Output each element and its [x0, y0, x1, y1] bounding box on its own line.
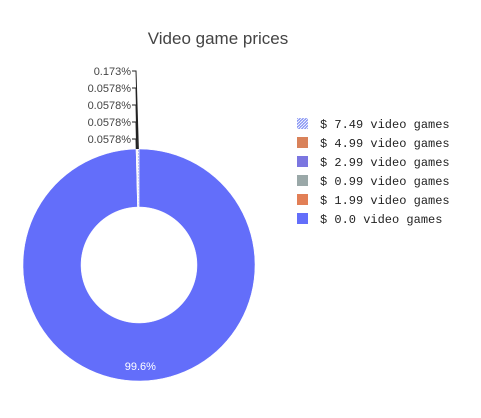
legend-label: $ 0.99 video games [320, 175, 450, 189]
legend-item-2-99-video-games[interactable]: $ 2.99 video games [297, 156, 450, 170]
slice-value-label: 0.173% [94, 66, 132, 78]
slice-value-label: 0.0578% [88, 83, 132, 95]
legend-label: $ 2.99 video games [320, 156, 450, 170]
legend-label: $ 0.0 video games [320, 213, 442, 227]
slice-value-label: 99.6% [125, 361, 156, 373]
legend-swatch [297, 137, 308, 148]
legend-swatch [297, 175, 308, 186]
legend-item-4-99-video-games[interactable]: $ 4.99 video games [297, 137, 450, 151]
chart-title: Video game prices [148, 29, 289, 48]
legend-label: $ 7.49 video games [320, 118, 450, 132]
legend-item-0-0-video-games[interactable]: $ 0.0 video games [297, 213, 442, 227]
legend-label: $ 1.99 video games [320, 194, 450, 208]
leader-line [132, 138, 137, 150]
legend-swatch [297, 194, 308, 205]
legend-swatch [297, 156, 308, 167]
legend-item-1-99-video-games[interactable]: $ 1.99 video games [297, 194, 450, 208]
slice-0-0-video-games[interactable] [22, 148, 256, 382]
leader-line [132, 70, 139, 150]
slice-value-label: 0.0578% [88, 117, 132, 129]
legend-item-0-99-video-games[interactable]: $ 0.99 video games [297, 175, 450, 189]
slice-value-label: 0.0578% [88, 134, 132, 146]
legend-label: $ 4.99 video games [320, 137, 450, 151]
legend-item-7-49-video-games[interactable]: $ 7.49 video games [297, 118, 450, 132]
slice-value-label: 0.0578% [88, 100, 132, 112]
legend-swatch [297, 213, 308, 224]
legend-swatch [297, 118, 308, 129]
